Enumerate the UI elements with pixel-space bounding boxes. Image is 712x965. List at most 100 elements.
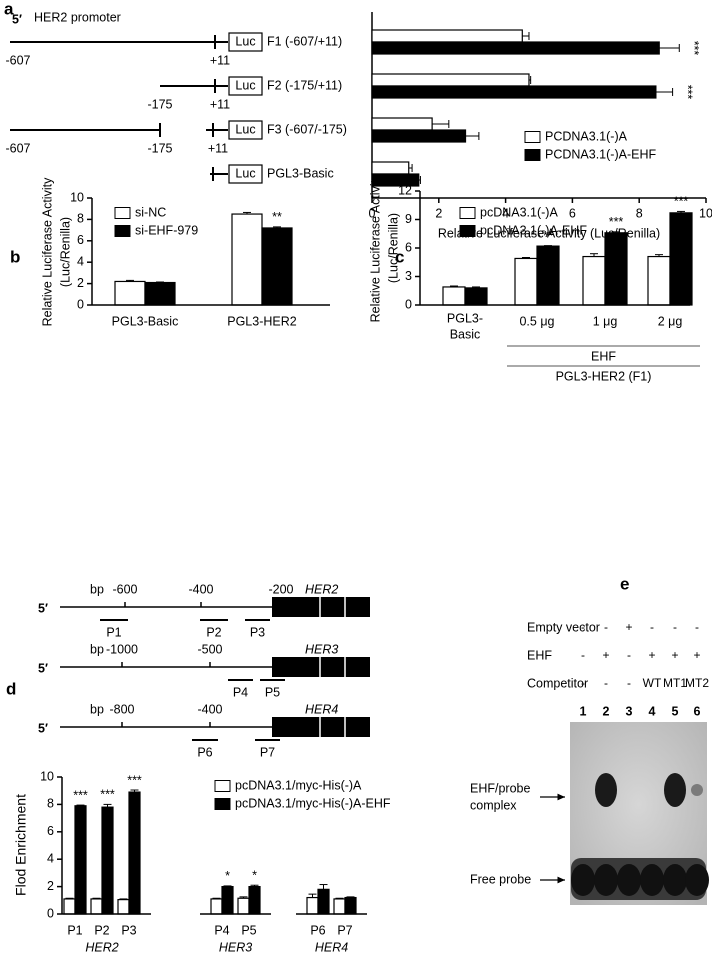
gel-row-label: EHF	[527, 648, 552, 662]
y-tick-label: 10	[70, 190, 84, 204]
five-prime: 5′	[38, 661, 48, 675]
construct-label: F1 (-607/+11)	[267, 34, 342, 48]
legend-label: pcDNA3.1/myc-His(-)A-EHF	[235, 796, 391, 810]
error-bar	[223, 885, 232, 887]
error-bar	[655, 88, 674, 96]
error-bar	[103, 803, 112, 808]
gene-box	[272, 597, 370, 617]
legend-swatch	[459, 207, 476, 219]
bar	[669, 212, 693, 306]
error-bar	[472, 286, 480, 288]
lane-number: 3	[626, 704, 633, 718]
bar	[371, 29, 523, 43]
y-tick-label: 8	[47, 797, 54, 811]
gene-name: HER3	[305, 642, 338, 656]
error-bar	[418, 176, 421, 184]
significance: *	[252, 869, 257, 883]
error-bar	[408, 164, 413, 172]
error-bar	[432, 120, 450, 128]
bar	[90, 898, 103, 915]
legend-swatch	[214, 780, 231, 792]
x-tick-label: 0.5 μg	[519, 314, 554, 328]
probe-label: P4	[233, 685, 248, 699]
y-tick-label: 0	[47, 906, 54, 920]
gene-box	[272, 717, 370, 737]
complex-label: complex	[470, 798, 517, 812]
luc-label: Luc	[235, 166, 255, 180]
bp-tick-label: -500	[197, 642, 222, 656]
panel-label: e	[620, 574, 629, 593]
x-tick-label: 1 μg	[593, 314, 618, 328]
x-tick-label: P1	[67, 923, 82, 937]
bp-tick-label: -800	[109, 702, 134, 716]
significance: ***	[127, 773, 142, 787]
free-probe-band	[571, 864, 595, 896]
diagram-title: HER2 promoter	[34, 10, 121, 24]
x-tick-label: 6	[569, 206, 576, 220]
x-tick-label: P3	[121, 923, 136, 937]
luc-label: Luc	[235, 34, 255, 48]
y-tick-label: 6	[47, 824, 54, 838]
x-tick-label: 4	[502, 206, 509, 220]
bar	[371, 161, 410, 175]
bar	[248, 885, 261, 915]
lane-number: 5	[672, 704, 679, 718]
luc-box	[228, 76, 263, 96]
probe-label: P7	[260, 745, 275, 759]
legend-label: pcDNA3.1(-)A	[480, 205, 558, 219]
error-bar	[308, 893, 317, 898]
y-axis-label: Relative Luciferase Activity	[40, 177, 54, 326]
gel-lane-sign: +	[693, 648, 700, 662]
panel-label: b	[10, 247, 20, 266]
gene-name: HER4	[305, 702, 338, 716]
panel-label: a	[4, 0, 14, 18]
error-bar	[212, 897, 221, 899]
position-label: -607	[5, 53, 30, 67]
legend-label: si-EHF-979	[135, 223, 198, 237]
bar	[442, 286, 466, 306]
bar	[371, 129, 467, 143]
luc-label: Luc	[235, 122, 255, 136]
bar	[647, 255, 671, 306]
legend-swatch	[524, 149, 541, 161]
legend-swatch	[524, 131, 541, 143]
bar	[63, 898, 76, 915]
gel-lane-sign: -	[604, 676, 608, 690]
bar	[144, 281, 176, 306]
error-bar	[239, 896, 248, 899]
y-tick-label: 4	[47, 851, 54, 865]
gel-lane-sign: -	[581, 676, 585, 690]
five-prime: 5′	[38, 721, 48, 735]
construct-label: F2 (-175/+11)	[267, 78, 342, 92]
significance: ***	[73, 788, 88, 802]
error-bar	[522, 32, 530, 40]
gel-lane-sign: -	[695, 620, 699, 634]
gel-lane-sign: -	[604, 620, 608, 634]
position-label: -175	[147, 97, 172, 111]
bar	[317, 888, 330, 915]
significance: **	[272, 210, 282, 224]
y-tick-label: 10	[40, 769, 54, 783]
error-bar	[528, 76, 532, 84]
legend-label: PCDNA3.1(-)A-EHF	[545, 147, 656, 161]
bracket-label: EHF	[591, 349, 616, 363]
error-bar	[130, 789, 139, 793]
legend-label: PCDNA3.1(-)A	[545, 129, 628, 143]
panel-label: d	[6, 679, 16, 698]
bar	[101, 806, 114, 915]
x-tick-label: 2	[435, 206, 442, 220]
bp-tick-label: -400	[197, 702, 222, 716]
gel-lane-sign: WT	[643, 676, 662, 690]
x-tick-label: PGL3-HER2	[227, 314, 297, 328]
complex-band	[595, 773, 617, 807]
error-bar	[659, 44, 680, 52]
luc-box	[228, 164, 263, 184]
bp-label: bp	[90, 702, 104, 716]
bar	[604, 232, 628, 306]
x-tick-label: P5	[241, 923, 256, 937]
bracket-label: PGL3-HER2 (F1)	[556, 369, 652, 383]
significance: ***	[100, 788, 115, 802]
bar	[344, 896, 357, 915]
error-bar	[65, 897, 74, 899]
gel-lane-sign: -	[581, 648, 585, 662]
